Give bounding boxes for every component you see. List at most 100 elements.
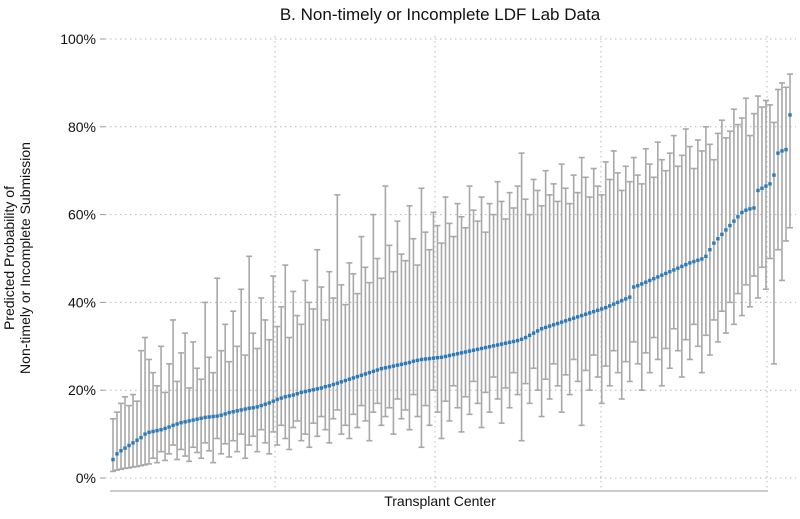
point-estimate <box>387 365 392 369</box>
point-estimate <box>756 188 760 193</box>
confidence-interval <box>522 198 529 385</box>
point-estimate <box>664 271 668 276</box>
confidence-interval <box>762 99 769 291</box>
point-estimate <box>175 422 179 426</box>
x-axis-label: Transplant Center <box>384 493 496 509</box>
confidence-interval <box>178 352 185 451</box>
confidence-interval <box>186 387 193 463</box>
point-estimate <box>155 428 159 433</box>
point-estimate <box>115 452 119 456</box>
confidence-interval <box>322 319 329 431</box>
chart-title: B. Non-timely or Incomplete LDF Lab Data <box>280 5 601 24</box>
point-estimate <box>648 278 652 283</box>
point-estimate <box>688 261 692 265</box>
point-estimate <box>716 237 720 241</box>
point-estimate <box>355 374 360 379</box>
point-estimate <box>728 223 732 228</box>
point-estimate <box>259 403 263 408</box>
confidence-interval <box>630 156 637 343</box>
confidence-interval <box>278 305 285 427</box>
point-estimate <box>403 361 408 366</box>
point-estimate <box>179 420 183 425</box>
point-estimate <box>415 358 420 363</box>
confidence-interval <box>114 411 121 471</box>
confidence-interval <box>330 297 337 420</box>
confidence-interval <box>638 183 645 392</box>
point-estimate <box>732 219 736 223</box>
confidence-interval <box>506 191 513 409</box>
point-estimate <box>291 393 295 397</box>
point-estimate <box>748 207 752 211</box>
point-estimate <box>539 327 544 331</box>
point-estimate <box>411 359 416 363</box>
confidence-interval <box>770 121 777 365</box>
point-estimate <box>119 449 123 453</box>
point-estimate <box>579 313 584 318</box>
point-estimate <box>684 262 688 267</box>
confidence-interval <box>498 200 505 424</box>
confidence-interval <box>294 314 301 422</box>
confidence-interval <box>606 178 613 387</box>
confidence-interval <box>350 273 357 416</box>
confidence-interval <box>258 297 265 431</box>
point-estimate <box>327 384 332 388</box>
point-estimate <box>543 325 548 330</box>
point-estimate <box>588 311 592 315</box>
confidence-interval <box>426 248 433 427</box>
confidence-interval <box>787 73 793 229</box>
confidence-interval <box>230 310 237 442</box>
confidence-interval <box>358 235 365 407</box>
y-tick-label: 80% <box>68 119 96 135</box>
point-estimate <box>135 438 139 442</box>
confidence-interval <box>602 161 609 367</box>
confidence-interval <box>206 356 213 452</box>
point-estimate <box>287 394 291 398</box>
confidence-interval <box>446 222 453 422</box>
point-estimate <box>191 418 195 422</box>
confidence-interval <box>518 152 525 442</box>
confidence-interval <box>710 158 717 321</box>
point-estimate <box>299 390 303 395</box>
confidence-interval <box>154 385 161 464</box>
confidence-interval <box>242 354 249 460</box>
point-estimate <box>303 389 307 394</box>
confidence-interval <box>142 336 149 466</box>
point-estimate <box>319 386 324 390</box>
point-estimate <box>435 356 440 360</box>
confidence-interval <box>730 108 737 326</box>
confidence-interval <box>650 176 657 339</box>
point-estimate <box>363 372 368 376</box>
confidence-interval <box>626 180 633 383</box>
point-estimate <box>127 443 131 448</box>
point-estimate <box>379 366 384 371</box>
confidence-interval <box>618 189 625 400</box>
point-estimate <box>211 414 215 419</box>
confidence-interval <box>494 180 501 400</box>
confidence-interval <box>150 371 157 460</box>
confidence-interval <box>110 417 116 473</box>
point-estimate <box>335 381 340 385</box>
point-estimate <box>479 346 484 351</box>
point-estimate <box>247 406 251 410</box>
point-estimate <box>503 341 508 345</box>
confidence-interval <box>702 126 709 337</box>
point-estimate <box>507 340 512 345</box>
y-tick-label: 60% <box>68 207 96 223</box>
confidence-interval <box>302 279 309 435</box>
confidence-interval <box>286 336 293 451</box>
point-estimate <box>788 113 792 117</box>
confidence-interval <box>598 194 605 405</box>
confidence-interval <box>514 185 521 396</box>
point-estimate <box>764 184 768 188</box>
point-estimate <box>744 208 748 212</box>
point-estimate <box>712 241 716 245</box>
confidence-interval <box>238 288 245 435</box>
confidence-interval <box>586 196 593 392</box>
point-estimate <box>640 282 644 286</box>
confidence-interval <box>398 253 405 420</box>
point-estimate <box>704 254 708 259</box>
confidence-interval <box>310 308 317 424</box>
point-estimates <box>111 113 792 462</box>
point-estimate <box>471 348 476 352</box>
